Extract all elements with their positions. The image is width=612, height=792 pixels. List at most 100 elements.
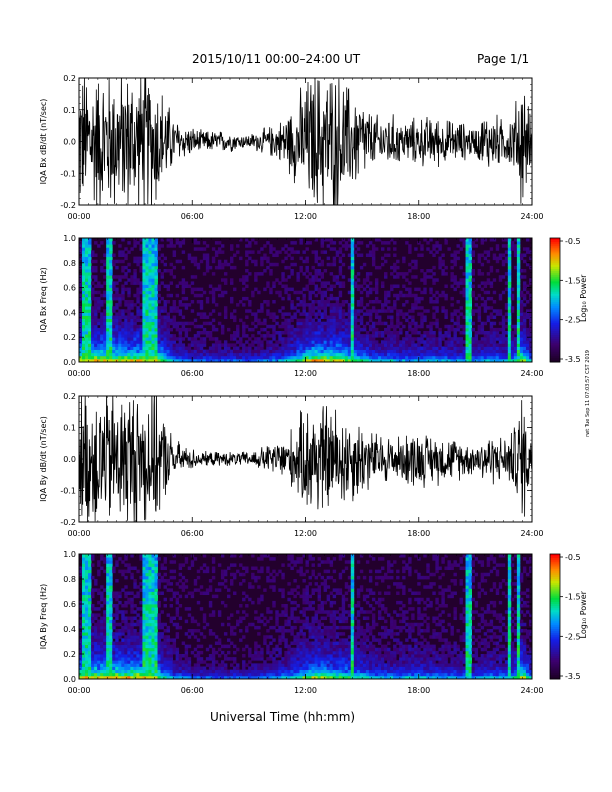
spectrogram-cell: [142, 638, 146, 642]
spectrogram-cell: [103, 259, 107, 264]
spectrogram-cell: [106, 575, 110, 580]
x-tick-label: 00:00: [67, 369, 90, 378]
spectrogram-cell: [368, 253, 373, 257]
y-axis-label: IQA Bx Freq (Hz): [39, 267, 48, 333]
spectrogram-cell: [157, 625, 161, 630]
spectrogram-cell: [109, 594, 113, 599]
spectrogram-cell: [453, 340, 457, 344]
spectrogram-cell: [100, 349, 104, 354]
x-tick-label: 24:00: [520, 212, 543, 221]
spectrogram-cell: [429, 334, 433, 338]
spectrogram-cell: [350, 315, 355, 319]
spectrogram-cell: [287, 265, 291, 270]
spectrogram-cell: [423, 278, 427, 282]
spectrogram-cell: [468, 327, 472, 332]
spectrogram-cell: [305, 355, 309, 360]
spectrogram-cell: [106, 250, 110, 254]
spectrogram-cell: [97, 281, 101, 285]
colorbar-label: Log₁₀ Power: [579, 274, 588, 322]
spectrogram-cell: [148, 557, 152, 561]
spectrogram-cell: [332, 303, 337, 307]
spectrogram-cell: [142, 566, 146, 571]
spectrogram-cell: [359, 358, 364, 363]
spectrogram-cell: [468, 306, 472, 310]
spectrogram-cell: [109, 318, 113, 323]
spectrogram-cell: [196, 355, 201, 360]
spectrogram-cell: [157, 331, 161, 335]
spectrogram-cell: [82, 337, 86, 341]
spectrogram-cell: [296, 331, 300, 335]
spectrogram-cell: [214, 287, 219, 292]
spectrogram-cell: [474, 358, 479, 363]
spectrogram-cell: [100, 672, 104, 677]
spectrogram-cell: [308, 355, 312, 360]
spectrogram-cell: [338, 309, 343, 313]
spectrogram-cell: [272, 343, 276, 347]
spectrogram-cell: [160, 349, 164, 354]
spectrogram-cell: [178, 300, 183, 304]
spectrogram-cell: [468, 312, 472, 316]
spectrogram-cell: [522, 259, 527, 264]
spectrogram-cell: [118, 669, 122, 674]
spectrogram-cell: [483, 321, 488, 326]
spectrogram-cell: [148, 666, 152, 671]
spectrogram-cell: [193, 334, 198, 338]
spectrogram-cell: [260, 247, 264, 251]
spectrogram-cell: [124, 355, 128, 360]
spectrogram-cell: [323, 309, 328, 313]
spectrogram-cell: [323, 303, 328, 307]
spectrogram-cell: [163, 300, 167, 304]
spectrogram-cell: [127, 241, 131, 245]
spectrogram-cell: [495, 309, 500, 313]
spectrogram-cell: [335, 303, 340, 307]
spectrogram-cell: [408, 340, 412, 344]
spectrogram-cell: [495, 327, 500, 332]
spectrogram-cell: [377, 358, 382, 363]
spectrogram-cell: [148, 262, 152, 267]
spectrogram-cell: [142, 340, 146, 344]
spectrogram-cell: [438, 346, 442, 350]
spectrogram-cell: [100, 625, 104, 630]
spectrogram-cell: [151, 629, 155, 633]
spectrogram-cell: [453, 346, 457, 350]
spectrogram-cell: [365, 309, 370, 313]
spectrogram-cell: [507, 349, 512, 354]
spectrogram-cell: [477, 343, 482, 347]
y-axis-label: IQA Bx dB/dt (nT/sec): [39, 99, 48, 185]
spectrogram-cell: [263, 318, 267, 323]
spectrogram-cell: [287, 343, 291, 347]
spectrogram-cell: [190, 321, 195, 326]
spectrogram-cell: [525, 247, 530, 251]
spectrogram-cell: [387, 334, 391, 338]
spectrogram-cell: [299, 334, 303, 338]
spectrogram-cell: [329, 321, 334, 326]
spectrogram-cell: [266, 349, 270, 354]
spectrogram-cell: [97, 563, 101, 567]
spectrogram-cell: [82, 563, 86, 567]
spectrogram-cell: [94, 343, 98, 347]
spectrogram-cell: [272, 327, 276, 332]
spectrogram-cell: [157, 675, 161, 680]
spectrogram-cell: [169, 650, 174, 655]
spectrogram-cell: [450, 259, 454, 264]
spectrogram-cell: [486, 340, 491, 344]
spectrogram-cell: [91, 644, 95, 649]
spectrogram-cell: [501, 290, 506, 295]
spectrogram-cell: [359, 340, 364, 344]
spectrogram-cell: [528, 331, 533, 335]
spectrogram-cell: [151, 572, 155, 577]
spectrogram-cell: [248, 346, 252, 350]
spectrogram-cell: [151, 666, 155, 671]
spectrogram-cell: [163, 629, 167, 633]
spectrogram-cell: [109, 358, 113, 363]
spectrogram-cell: [121, 625, 125, 630]
spectrogram-cell: [432, 346, 436, 350]
spectrogram-cell: [91, 306, 95, 310]
spectrogram-cell: [88, 272, 92, 276]
spectrogram-cell: [435, 324, 439, 329]
spectrogram-cell: [106, 600, 110, 605]
spectrogram-cell: [495, 352, 500, 357]
spectrogram-cell: [97, 600, 101, 605]
spectrogram-cell: [275, 349, 279, 354]
colorbar-segment: [550, 287, 560, 291]
